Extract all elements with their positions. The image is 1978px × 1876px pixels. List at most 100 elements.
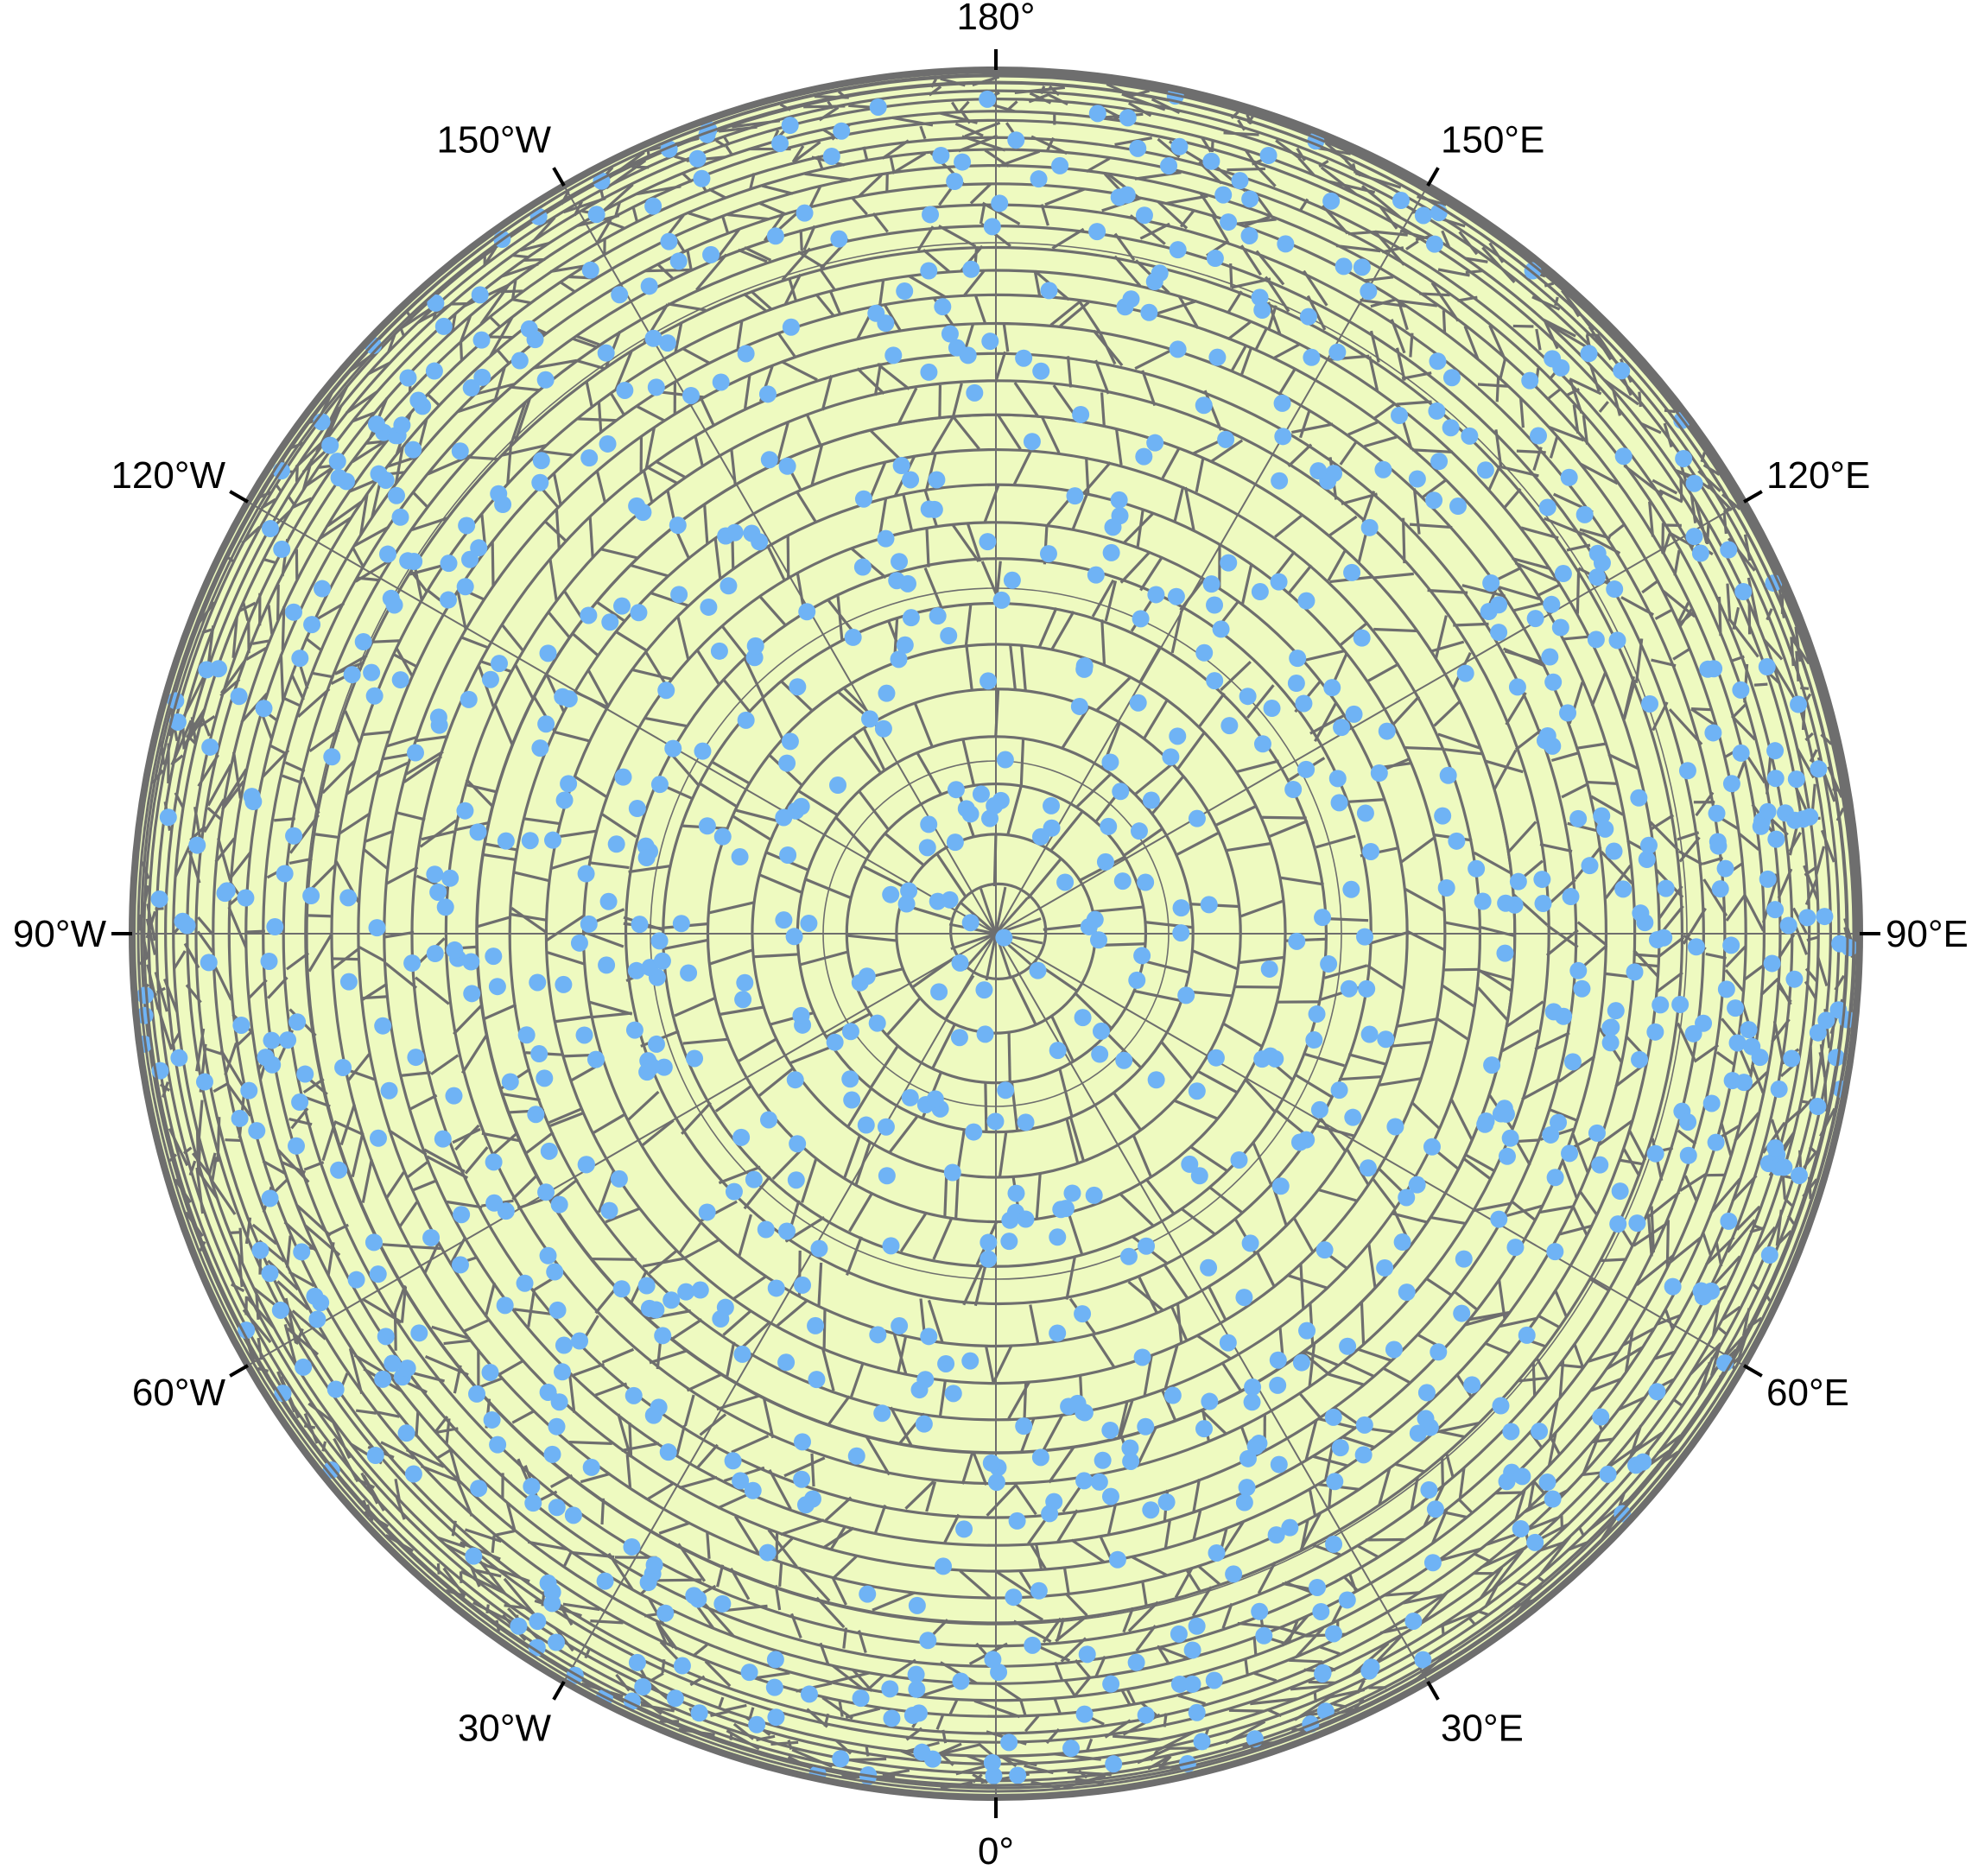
sample-point: [647, 1301, 665, 1319]
cell-edge: [191, 1152, 212, 1176]
cell-edge: [1653, 1350, 1677, 1360]
cell-edge: [1132, 1556, 1168, 1577]
cell-edge: [1311, 1455, 1349, 1467]
sample-point: [760, 1111, 778, 1129]
sample-point: [1023, 433, 1041, 451]
sample-point: [951, 954, 969, 972]
cell-edge: [405, 1159, 430, 1180]
sample-point: [238, 1321, 256, 1340]
sample-point: [296, 1065, 314, 1083]
cell-edge: [382, 752, 413, 761]
cell-edge: [1617, 1396, 1646, 1411]
sample-point: [789, 1135, 807, 1153]
cell-edge: [1534, 1031, 1570, 1051]
sample-point: [497, 832, 515, 850]
sample-point: [647, 378, 665, 396]
cell-edge: [670, 1318, 703, 1340]
cell-edge: [1484, 1585, 1499, 1608]
longitude-tick: [1743, 1364, 1763, 1378]
sample-point: [1664, 1277, 1682, 1296]
cell-edge: [1690, 707, 1712, 712]
sample-point: [1297, 592, 1315, 610]
cell-ring: [305, 245, 1684, 1625]
cell-edge: [214, 837, 236, 863]
sample-point: [1787, 770, 1805, 789]
cell-edge: [952, 383, 963, 417]
cell-edge: [1040, 415, 1061, 453]
cell-edge: [1068, 1116, 1086, 1163]
cell-edge: [1469, 1310, 1510, 1321]
sample-point: [596, 1572, 614, 1590]
cell-edge: [821, 375, 834, 411]
sample-point: [1648, 1383, 1666, 1401]
cell-edge: [531, 216, 556, 244]
cell-edge: [1728, 618, 1759, 658]
sample-point: [1102, 543, 1120, 561]
cell-edge: [1781, 1174, 1792, 1180]
sample-point: [1308, 1005, 1326, 1024]
meridian-line: [995, 933, 1429, 1683]
cell-edge: [1569, 377, 1602, 396]
cell-edge: [824, 1496, 853, 1522]
sample-point: [580, 915, 598, 933]
sample-point: [1344, 1108, 1362, 1126]
cell-edge: [925, 527, 930, 567]
cell-edge: [1356, 1679, 1366, 1694]
sample-point: [1393, 1233, 1411, 1252]
sample-point: [1043, 819, 1061, 837]
sample-point: [1538, 1474, 1556, 1492]
cell-edge: [1804, 967, 1818, 983]
cell-edge: [1803, 865, 1819, 901]
cell-edge: [483, 1003, 517, 1021]
cell-edge: [1357, 1347, 1392, 1362]
cell-edge: [1320, 166, 1357, 196]
cell-edge: [395, 1496, 406, 1520]
cell-edge: [1014, 1484, 1037, 1516]
cell-edge: [1751, 1064, 1765, 1093]
cell-edge: [631, 668, 673, 681]
cell-edge: [778, 1562, 783, 1587]
sample-point: [1089, 931, 1107, 949]
sample-point: [1544, 1490, 1562, 1508]
cell-edge: [1208, 1186, 1244, 1214]
cell-edge: [238, 1255, 244, 1288]
cell-edge: [771, 1147, 804, 1181]
sample-point: [1140, 303, 1158, 321]
sample-point: [881, 1680, 899, 1698]
cell-edge: [1054, 1661, 1064, 1682]
cell-edge: [1554, 296, 1559, 307]
sample-point: [1439, 766, 1457, 784]
cell-edge: [1462, 1157, 1491, 1180]
cell-edge: [168, 1127, 189, 1167]
cell-edge: [532, 358, 578, 370]
sample-point: [645, 1556, 663, 1574]
cell-edge: [973, 1264, 987, 1307]
sample-point: [1312, 1602, 1330, 1620]
sample-point: [664, 739, 682, 757]
cell-edge: [360, 1472, 379, 1505]
sample-point: [303, 616, 321, 634]
cell-edge: [1294, 1626, 1325, 1659]
sample-point: [1636, 914, 1654, 932]
cell-edge: [1006, 785, 1023, 836]
sample-point: [521, 832, 539, 850]
cell-edge: [209, 1178, 237, 1215]
sample-point: [1162, 748, 1180, 766]
sample-point: [536, 371, 555, 389]
cell-edge: [1392, 695, 1421, 726]
sample-point: [628, 497, 646, 515]
cell-edge: [174, 792, 185, 808]
cell-edge: [1538, 1535, 1572, 1576]
cell-edge: [1596, 1119, 1634, 1147]
sample-point: [1269, 1351, 1287, 1369]
cell-edge: [1477, 383, 1509, 388]
sample-point: [1244, 1378, 1262, 1396]
sample-point: [1430, 453, 1449, 471]
cell-edge: [1457, 1498, 1474, 1514]
sample-point: [1330, 1081, 1348, 1100]
cell-edge: [810, 1453, 815, 1487]
cell-edge: [996, 414, 1022, 450]
longitude-label: 150°E: [1441, 118, 1544, 161]
cell-edge: [803, 105, 846, 109]
cell-edge: [1066, 356, 1073, 388]
